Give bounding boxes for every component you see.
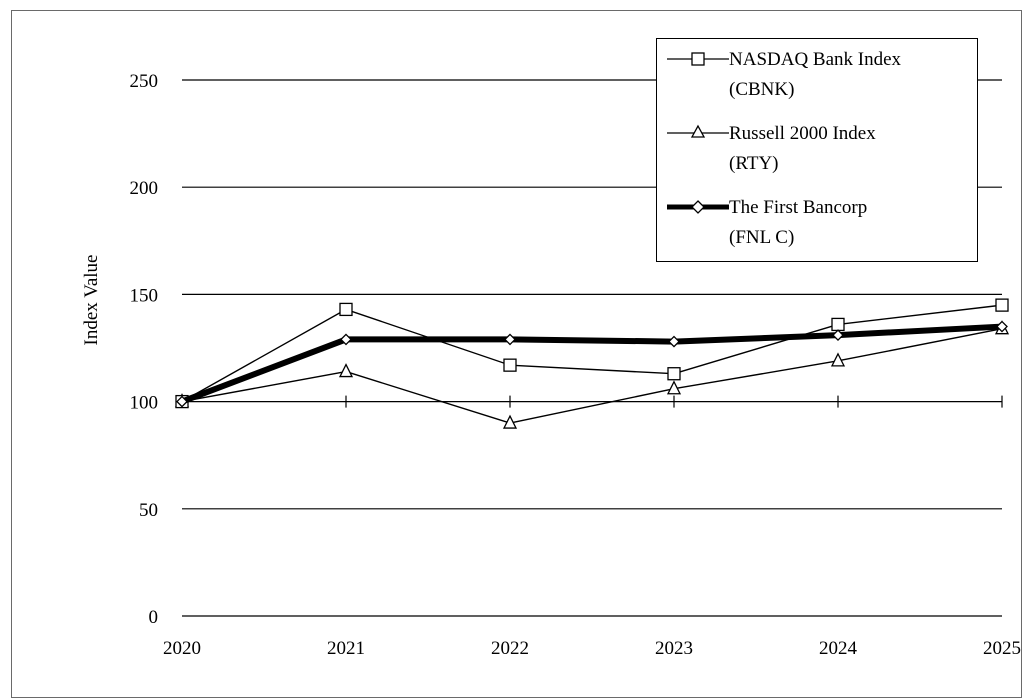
y-tick-label-250: 250 bbox=[130, 71, 159, 92]
x-tick-label-2021: 2021 bbox=[327, 638, 365, 659]
y-tick-label-100: 100 bbox=[130, 393, 159, 414]
legend: NASDAQ Bank Index (CBNK) Russell 2000 In… bbox=[656, 38, 978, 262]
data-point-triangle-2023 bbox=[666, 380, 682, 395]
x-tick-label-2020: 2020 bbox=[163, 638, 201, 659]
data-point-diamond-2020 bbox=[176, 395, 188, 408]
x-tick-label-2025: 2025 bbox=[983, 638, 1021, 659]
y-axis-label: Index Value bbox=[81, 255, 102, 346]
legend-label-nasdaq-line2: (CBNK) bbox=[729, 79, 795, 100]
y-tick-label-0: 0 bbox=[149, 607, 159, 628]
series-line-triangle bbox=[181, 328, 1003, 424]
data-point-square-2025 bbox=[995, 298, 1009, 312]
y-axis-ticks: 0 50 100 150 200 250 bbox=[130, 71, 159, 628]
gridlines bbox=[182, 79, 1002, 510]
x-tick-label-2023: 2023 bbox=[655, 638, 693, 659]
x-tick-label-2024: 2024 bbox=[819, 638, 858, 659]
legend-label-russell-line2: (RTY) bbox=[729, 153, 779, 174]
x-axis: 2020 2021 2022 2023 2024 2025 bbox=[163, 395, 1021, 659]
data-point-square-2023 bbox=[667, 367, 681, 381]
series-diamond bbox=[176, 320, 1008, 408]
legend-swatch-triangle bbox=[667, 124, 729, 138]
legend-label-first-bancorp-line1: The First Bancorp bbox=[729, 197, 868, 218]
y-tick-label-150: 150 bbox=[130, 285, 159, 306]
data-point-square-2022 bbox=[503, 358, 517, 372]
y-tick-label-200: 200 bbox=[130, 178, 159, 199]
legend-swatch-diamond bbox=[667, 200, 729, 214]
data-point-diamond-2024 bbox=[832, 329, 844, 342]
x-tick-label-2022: 2022 bbox=[491, 638, 529, 659]
legend-item-first-bancorp: The First Bancorp (FNL C) bbox=[657, 189, 977, 261]
data-point-diamond-2025 bbox=[996, 320, 1008, 333]
legend-label-nasdaq-line1: NASDAQ Bank Index bbox=[729, 49, 902, 70]
data-point-square-2021 bbox=[339, 302, 353, 317]
data-point-triangle-2021 bbox=[338, 363, 354, 378]
data-point-triangle-2022 bbox=[502, 414, 518, 429]
series-line-diamond bbox=[179, 323, 1005, 405]
data-point-triangle-2024 bbox=[830, 352, 846, 367]
data-point-diamond-2023 bbox=[668, 335, 680, 348]
y-tick-label-50: 50 bbox=[139, 500, 158, 521]
legend-item-nasdaq: NASDAQ Bank Index (CBNK) bbox=[657, 41, 977, 113]
series-square bbox=[175, 298, 1009, 409]
data-point-diamond-2021 bbox=[340, 333, 352, 346]
legend-label-russell-line1: Russell 2000 Index bbox=[729, 123, 876, 144]
legend-swatch-square bbox=[667, 52, 729, 66]
data-point-diamond-2022 bbox=[504, 333, 516, 346]
series-lines bbox=[174, 298, 1010, 429]
series-line-square bbox=[181, 304, 1003, 403]
legend-item-russell: Russell 2000 Index (RTY) bbox=[657, 115, 977, 187]
data-point-square-2024 bbox=[831, 317, 845, 332]
legend-label-first-bancorp-line2: (FNL C) bbox=[729, 227, 795, 248]
